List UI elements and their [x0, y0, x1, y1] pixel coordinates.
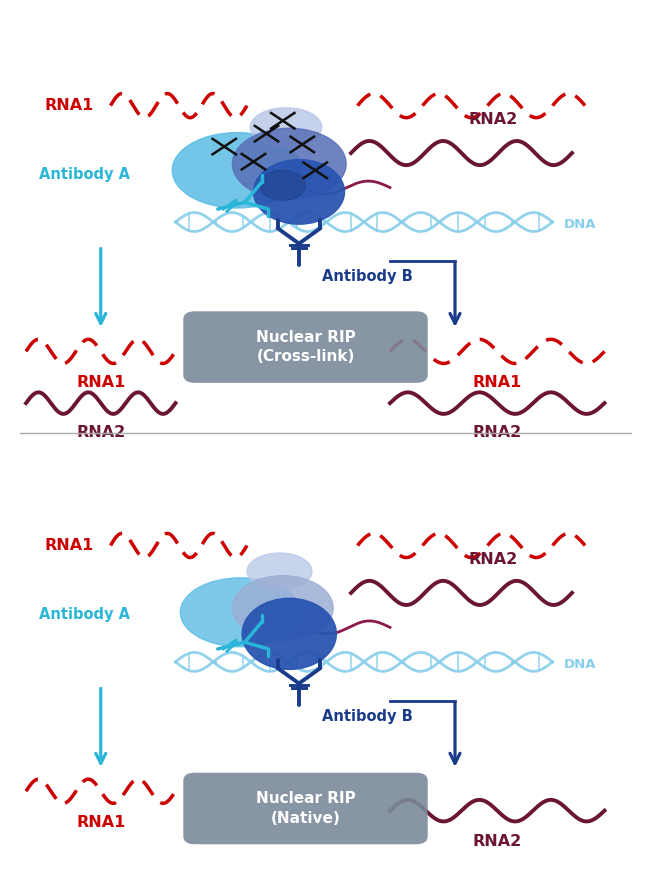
FancyBboxPatch shape	[183, 773, 428, 844]
Text: RNA2: RNA2	[473, 834, 522, 849]
Text: DNA: DNA	[564, 218, 597, 231]
Text: RNA1: RNA1	[473, 375, 522, 390]
Text: Antibody A: Antibody A	[39, 167, 130, 182]
Ellipse shape	[172, 132, 302, 208]
Ellipse shape	[254, 159, 344, 224]
Text: Antibody B: Antibody B	[322, 269, 413, 285]
Text: RNA1: RNA1	[45, 538, 94, 553]
Text: RNA1: RNA1	[76, 815, 125, 830]
Ellipse shape	[260, 171, 306, 200]
Text: Antibody B: Antibody B	[322, 709, 413, 725]
Text: RNA2: RNA2	[473, 425, 522, 440]
Text: RNA2: RNA2	[468, 112, 517, 127]
Ellipse shape	[181, 577, 300, 647]
FancyBboxPatch shape	[183, 311, 428, 383]
Text: RNA1: RNA1	[45, 98, 94, 113]
Text: Nuclear RIP
(Native): Nuclear RIP (Native)	[255, 791, 356, 826]
Ellipse shape	[242, 598, 337, 670]
Ellipse shape	[233, 576, 333, 640]
Ellipse shape	[233, 128, 346, 199]
Text: RNA1: RNA1	[76, 375, 125, 390]
Text: Nuclear RIP
(Cross-link): Nuclear RIP (Cross-link)	[255, 329, 356, 364]
Text: DNA: DNA	[564, 658, 597, 671]
Ellipse shape	[250, 108, 322, 146]
Text: RNA2: RNA2	[468, 552, 517, 567]
Ellipse shape	[247, 553, 312, 590]
Text: Antibody A: Antibody A	[39, 607, 130, 622]
Text: RNA2: RNA2	[76, 425, 125, 440]
